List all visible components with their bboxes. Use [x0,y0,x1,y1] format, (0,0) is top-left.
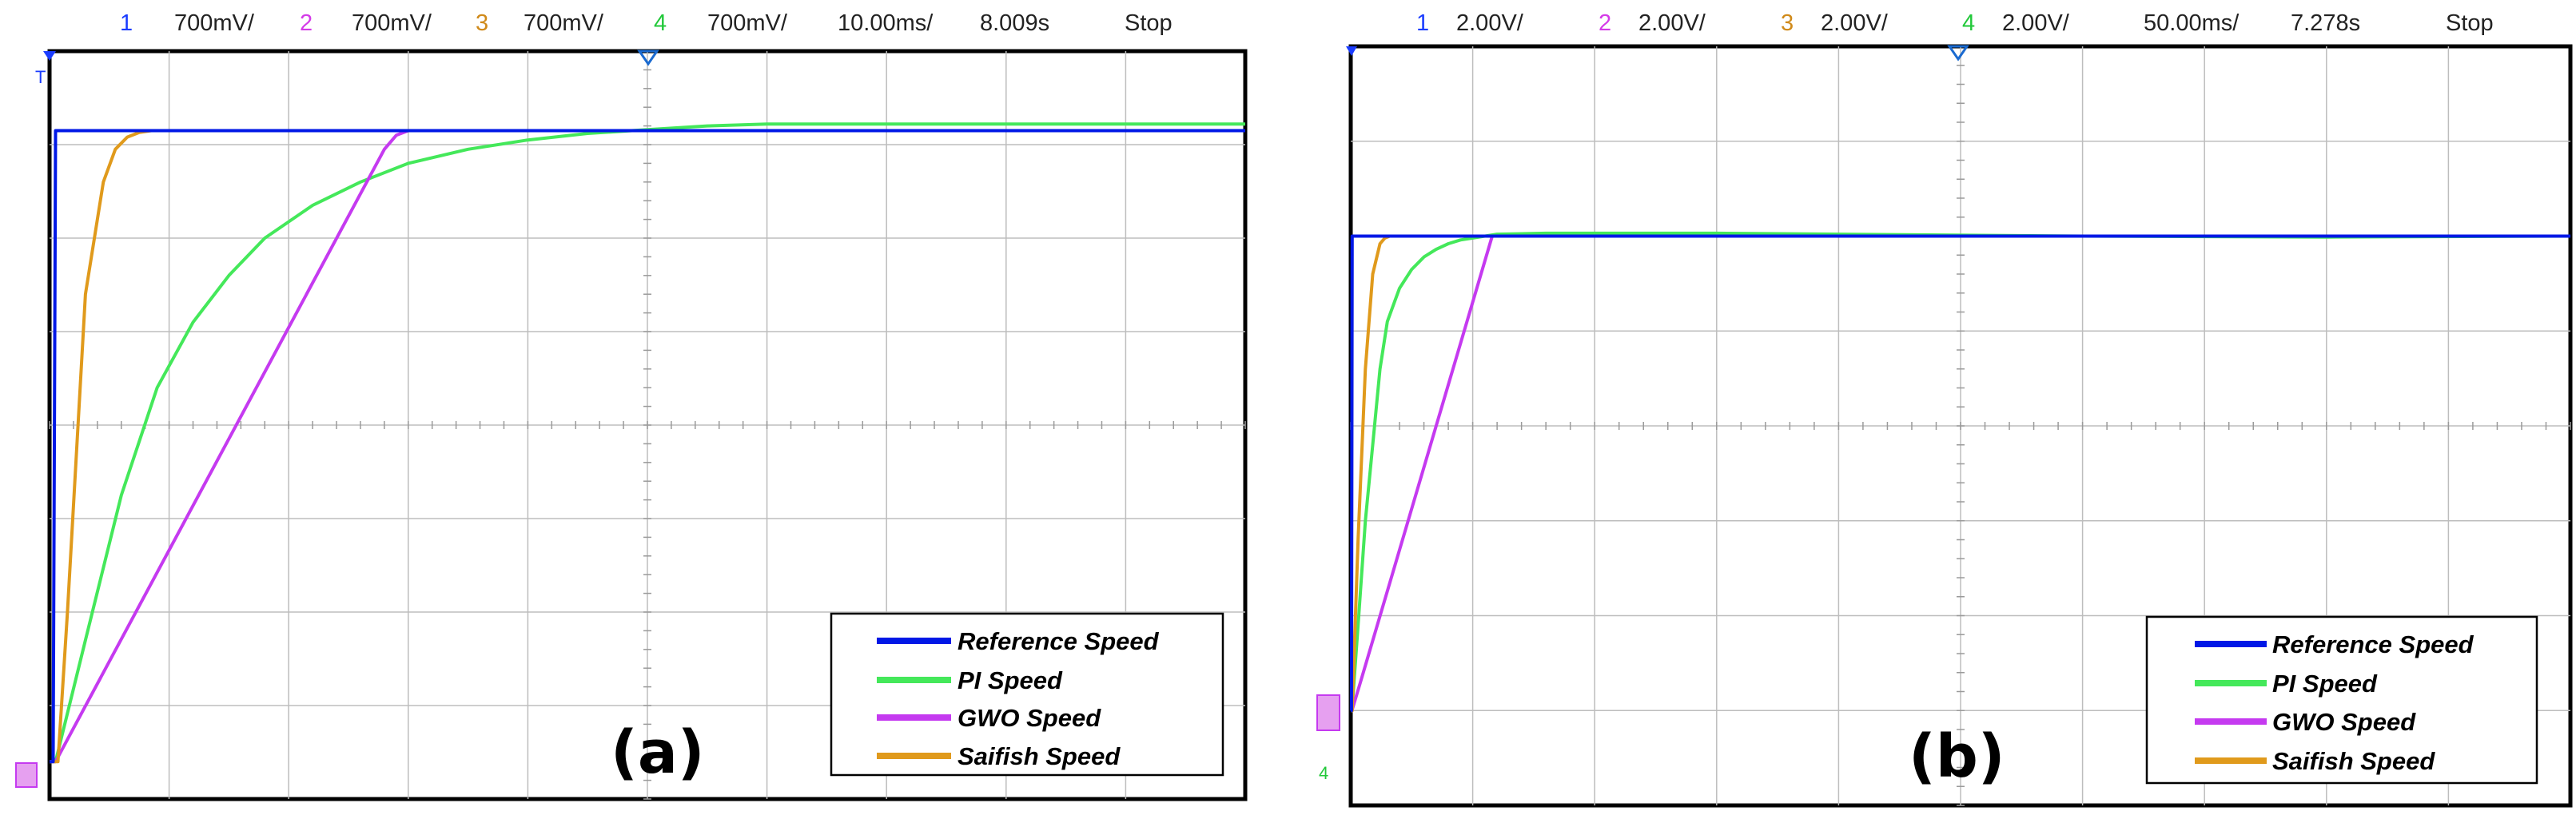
scope-screen-b: 1 2.00V/ 2 2.00V/ 3 2.00V/ 4 2.00V/ 50.0… [1316,10,2573,808]
scope-header-a: 1 700mV/ 2 700mV/ 3 700mV/ 4 700mV/ 10.0… [120,10,1173,36]
ch1-scale: 2.00V/ [1456,10,1524,36]
ch3-number: 3 [1781,10,1794,36]
oscilloscope-panel-a: 1 700mV/ 2 700mV/ 3 700mV/ 4 700mV/ 10.0… [0,0,1255,819]
panel-label-a: (a) [611,718,705,787]
ch3-scale: 700mV/ [524,10,604,36]
ch2-number: 2 [300,10,313,36]
ch4-scale: 2.00V/ [2002,10,2070,36]
channel-4-marker: 4 [1319,763,1328,783]
ch1-scale: 700mV/ [174,10,255,36]
ch2-scale: 2.00V/ [1638,10,1706,36]
legend-label-reference: Reference Speed [2272,630,2474,658]
legend-label-gwo: GWO Speed [2272,708,2416,736]
trigger-position-marker [1947,45,1969,62]
scope-header-b: 1 2.00V/ 2 2.00V/ 3 2.00V/ 4 2.00V/ 50.0… [1416,10,2494,36]
traces-b [1349,231,2571,713]
channel-ground-marker [1316,694,1340,731]
legend-label-gwo: GWO Speed [958,704,1101,732]
timebase: 10.00ms/ [838,10,934,36]
legend-label-saifish: Saifish Speed [958,742,1121,770]
panel-label-b: (b) [1909,722,2005,791]
legend-a: Reference Speed PI Speed GWO Speed Saifi… [830,612,1224,777]
oscilloscope-panel-b: 1 2.00V/ 2 2.00V/ 3 2.00V/ 4 2.00V/ 50.0… [1311,0,2576,819]
ch2-scale: 700mV/ [352,10,432,36]
ch1-number: 1 [1416,10,1429,36]
timebase: 50.00ms/ [2144,10,2240,36]
trace-pi-speed [50,122,1245,764]
time-position: 7.278s [2291,10,2360,36]
ch3-scale: 2.00V/ [1821,10,1889,36]
trace-reference-speed [1349,234,2570,713]
legend-b: Reference Speed PI Speed GWO Speed Saifi… [2145,615,2538,785]
traces-a [50,122,1245,764]
acquisition-status: Stop [1125,10,1173,36]
trigger-position-marker [637,50,659,66]
ch2-number: 2 [1599,10,1611,36]
acquisition-status: Stop [2446,10,2494,36]
channel-ground-marker [15,762,38,788]
legend-label-pi: PI Speed [958,666,1063,694]
ch1-number: 1 [120,10,133,36]
trigger-markers-b: 4 [1316,45,1969,783]
trace-reference-speed [50,129,1245,764]
ch3-number: 3 [476,10,488,36]
time-position: 8.009s [980,10,1049,36]
legend-label-reference: Reference Speed [958,627,1160,655]
legend-label-pi: PI Speed [2272,670,2378,698]
scope-screen-a: 1 700mV/ 2 700mV/ 3 700mV/ 4 700mV/ 10.0… [15,10,1248,801]
trigger-time-marker [43,51,56,61]
trigger-time-marker [1346,46,1357,56]
trigger-level-marker: T [35,67,46,87]
trace-pi-speed [1350,231,2571,713]
trigger-markers-a: T [15,50,659,788]
legend-label-saifish: Saifish Speed [2272,747,2435,775]
ch4-number: 4 [654,10,667,36]
ch4-scale: 700mV/ [707,10,788,36]
ch4-number: 4 [1962,10,1975,36]
